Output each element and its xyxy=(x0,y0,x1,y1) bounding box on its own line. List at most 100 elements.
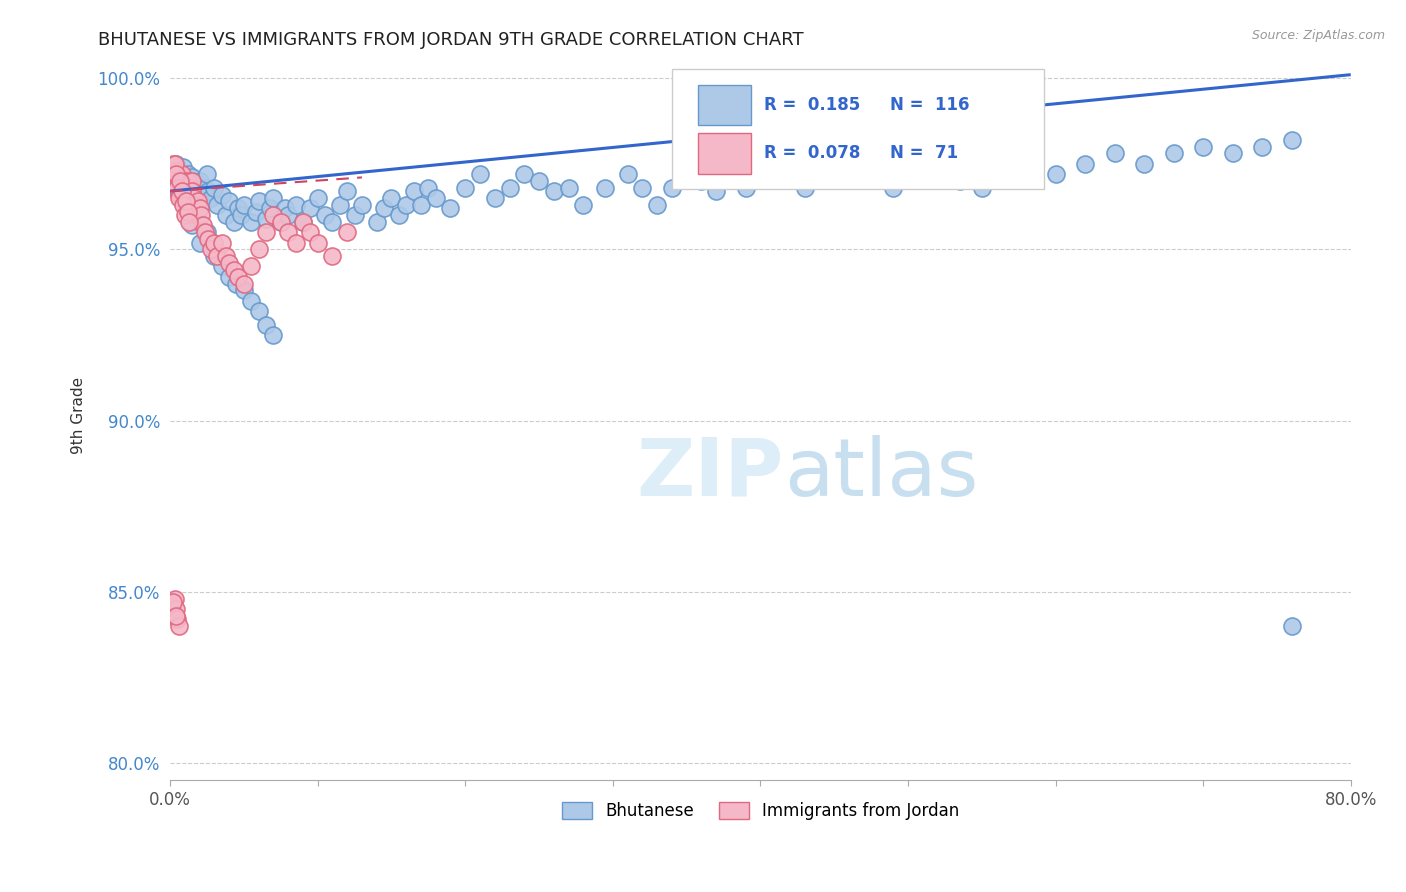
Point xyxy=(165,157,187,171)
Point xyxy=(380,191,402,205)
Point xyxy=(222,215,245,229)
Point xyxy=(675,167,697,181)
Legend: Bhutanese, Immigrants from Jordan: Bhutanese, Immigrants from Jordan xyxy=(555,795,966,827)
Point xyxy=(595,180,617,194)
Point xyxy=(284,235,307,250)
Point xyxy=(704,184,727,198)
Point xyxy=(166,612,188,626)
Point xyxy=(170,178,193,192)
Point xyxy=(172,174,194,188)
Point xyxy=(232,198,254,212)
Point xyxy=(247,304,270,318)
Point xyxy=(222,263,245,277)
Point xyxy=(188,201,211,215)
Point xyxy=(170,180,193,194)
Point xyxy=(184,198,207,212)
Point xyxy=(543,184,565,198)
Point xyxy=(336,225,359,239)
Point xyxy=(291,215,314,229)
Point xyxy=(425,191,447,205)
Point xyxy=(193,180,215,194)
Point xyxy=(180,187,202,202)
Point xyxy=(513,167,536,181)
Point xyxy=(167,619,190,633)
Text: N =  116: N = 116 xyxy=(890,95,970,114)
Point xyxy=(240,293,263,308)
Point xyxy=(211,260,233,274)
Point xyxy=(904,167,927,181)
Point xyxy=(211,235,233,250)
Point xyxy=(200,191,222,205)
Point xyxy=(254,225,277,239)
Point xyxy=(291,215,314,229)
Point xyxy=(226,269,249,284)
Point xyxy=(167,163,190,178)
Point xyxy=(169,187,191,202)
Point xyxy=(225,277,247,291)
Point xyxy=(484,191,506,205)
Point xyxy=(240,215,263,229)
Point xyxy=(218,256,240,270)
Point xyxy=(321,215,343,229)
Point xyxy=(167,174,190,188)
Point xyxy=(166,180,188,194)
Point xyxy=(815,167,838,181)
Point xyxy=(188,235,211,250)
Point xyxy=(186,208,208,222)
Point xyxy=(1015,157,1038,171)
Point xyxy=(336,184,359,198)
Point xyxy=(176,194,198,209)
Point xyxy=(402,184,425,198)
Point xyxy=(247,194,270,209)
Point xyxy=(177,167,200,181)
Point xyxy=(409,198,432,212)
Point xyxy=(366,215,388,229)
Y-axis label: 9th Grade: 9th Grade xyxy=(72,377,86,454)
Point xyxy=(167,187,190,202)
Point xyxy=(179,215,201,229)
Point xyxy=(191,194,214,209)
Point xyxy=(772,167,794,181)
Point xyxy=(284,198,307,212)
Point xyxy=(165,602,187,616)
Point xyxy=(166,167,188,181)
Text: N =  71: N = 71 xyxy=(890,145,959,162)
Point xyxy=(166,167,188,181)
Point xyxy=(299,201,322,215)
Point xyxy=(439,201,461,215)
Point xyxy=(186,180,208,194)
Point xyxy=(274,201,297,215)
Point xyxy=(184,191,207,205)
Point xyxy=(1192,139,1215,153)
Text: BHUTANESE VS IMMIGRANTS FROM JORDAN 9TH GRADE CORRELATION CHART: BHUTANESE VS IMMIGRANTS FROM JORDAN 9TH … xyxy=(98,31,804,49)
Point xyxy=(350,198,373,212)
Point xyxy=(176,180,198,194)
Point xyxy=(173,180,195,194)
Point xyxy=(557,180,579,194)
Point xyxy=(949,174,972,188)
Point xyxy=(179,187,201,202)
Point xyxy=(197,232,219,246)
Point xyxy=(183,191,205,205)
Point xyxy=(262,208,284,222)
Point xyxy=(179,180,201,194)
Point xyxy=(631,180,654,194)
Point xyxy=(418,180,440,194)
Point xyxy=(162,157,184,171)
Text: R =  0.078: R = 0.078 xyxy=(763,145,860,162)
Point xyxy=(177,184,200,198)
Point xyxy=(838,157,860,171)
Point xyxy=(882,180,904,194)
Point xyxy=(321,249,343,263)
Point xyxy=(176,187,198,202)
Point xyxy=(180,178,202,192)
Point xyxy=(314,208,336,222)
Point xyxy=(793,180,815,194)
Text: ZIP: ZIP xyxy=(637,435,785,513)
Point xyxy=(181,219,204,233)
Point xyxy=(173,208,195,222)
Point xyxy=(188,174,211,188)
Point xyxy=(395,198,418,212)
Point xyxy=(177,174,200,188)
Point xyxy=(690,174,713,188)
